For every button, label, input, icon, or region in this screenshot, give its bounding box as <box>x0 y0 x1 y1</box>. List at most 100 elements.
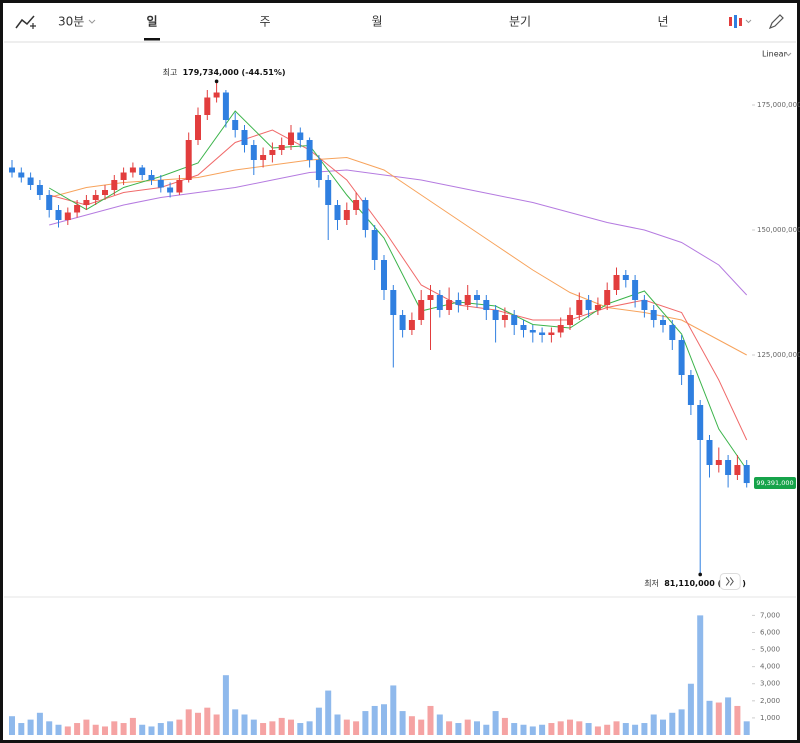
candle-body <box>278 145 285 150</box>
scale-select[interactable]: Linear <box>762 50 788 59</box>
candle-body <box>325 180 332 205</box>
volume-bar <box>195 712 201 735</box>
low-label: 최저 <box>644 578 659 588</box>
candle-body <box>288 132 294 145</box>
volume-bar <box>399 711 406 735</box>
volume-bar <box>725 697 732 735</box>
volume-bar <box>185 709 192 735</box>
tab[interactable]: 일 <box>146 15 157 29</box>
volume-bar <box>483 724 490 735</box>
tab[interactable]: 년 <box>657 15 668 29</box>
candle-body <box>269 150 276 155</box>
candle-body <box>334 205 341 220</box>
price-pane: 175,000,000 150,000,000 125,000,000 <box>9 81 800 575</box>
volume-bar <box>455 723 462 735</box>
candle-body <box>213 92 220 98</box>
candle-body <box>622 275 629 280</box>
low-value-close: ) <box>742 579 746 588</box>
volume-bar <box>250 719 257 735</box>
volume-bar <box>697 615 704 735</box>
chart-type-icon[interactable] <box>15 15 35 29</box>
candle-body <box>446 300 453 310</box>
candle-body <box>687 375 694 405</box>
candle-body <box>343 210 350 220</box>
volume-bar <box>83 719 90 735</box>
volume-tick-label: 1,000 <box>760 714 780 722</box>
candle-body <box>715 460 722 465</box>
volume-tick-label: 4,000 <box>760 663 780 671</box>
chevron <box>88 19 96 24</box>
candle-body <box>139 167 146 175</box>
candle-icon[interactable] <box>729 15 742 28</box>
candle-body <box>567 315 573 325</box>
candle-body <box>167 187 174 193</box>
candle-body <box>660 320 666 325</box>
candle-body <box>408 320 415 330</box>
volume-bar <box>492 711 499 735</box>
high-marker <box>214 79 219 84</box>
candle-body <box>511 315 518 325</box>
add-icon[interactable] <box>30 23 36 29</box>
volume-bar <box>604 724 611 735</box>
volume-bar <box>204 707 211 735</box>
volume-bar <box>120 723 127 735</box>
candle-body <box>18 172 25 178</box>
volume-bar <box>474 721 480 735</box>
candle-body <box>520 325 527 330</box>
volume-tick-label: 6,000 <box>760 628 780 636</box>
tab-underline <box>144 38 160 41</box>
volume-bar <box>641 723 648 735</box>
candle-body <box>455 300 462 305</box>
candle-body <box>632 280 639 300</box>
scroll-button[interactable] <box>719 572 741 590</box>
interval-select[interactable]: 30분 <box>58 15 84 29</box>
moving-average <box>49 129 748 441</box>
candle-body <box>594 305 601 310</box>
candle-body <box>92 195 99 200</box>
tab[interactable]: 분기 <box>509 15 531 29</box>
candle-body <box>418 300 425 320</box>
volume-bar <box>464 719 471 735</box>
candle-body <box>650 310 657 320</box>
volume-bar <box>334 714 341 735</box>
y-tick-label: 125,000,000 <box>757 351 800 359</box>
candle-body <box>232 120 239 130</box>
volume-bar <box>632 724 639 735</box>
volume-bar <box>102 726 108 735</box>
volume-bar <box>148 726 155 735</box>
volume-bar <box>381 704 387 735</box>
low-marker <box>698 572 702 577</box>
candle-body <box>176 180 183 193</box>
volume-bar <box>139 724 146 735</box>
candle-body <box>706 440 713 465</box>
candle-body <box>539 332 546 335</box>
candle-body <box>111 180 118 190</box>
volume-bar <box>687 683 694 735</box>
candle-body <box>64 212 71 220</box>
candle-body <box>55 210 62 220</box>
candle-body <box>148 175 155 180</box>
y-tick-label: 175,000,000 <box>757 101 800 109</box>
scroll-icon <box>725 577 734 586</box>
candle-body <box>27 177 34 185</box>
volume-bar <box>306 721 313 735</box>
volume-bar <box>660 719 666 735</box>
draw-icon[interactable] <box>768 14 784 30</box>
candle-body <box>250 145 257 160</box>
volume-bar <box>567 719 573 735</box>
volume-bar <box>548 723 555 735</box>
high-label: 최고 <box>163 67 178 77</box>
volume-bar <box>594 726 601 735</box>
volume-bar <box>427 705 434 735</box>
volume-bar <box>55 724 62 735</box>
moving-average <box>49 156 747 356</box>
candle-body <box>222 92 229 120</box>
last-price-tag <box>754 477 796 490</box>
volume-bar <box>501 717 508 735</box>
volume-bar <box>176 719 183 735</box>
volume-bar <box>585 723 592 735</box>
volume-bar <box>418 719 425 735</box>
tab[interactable]: 주 <box>259 15 270 29</box>
tab[interactable]: 월 <box>371 15 382 29</box>
